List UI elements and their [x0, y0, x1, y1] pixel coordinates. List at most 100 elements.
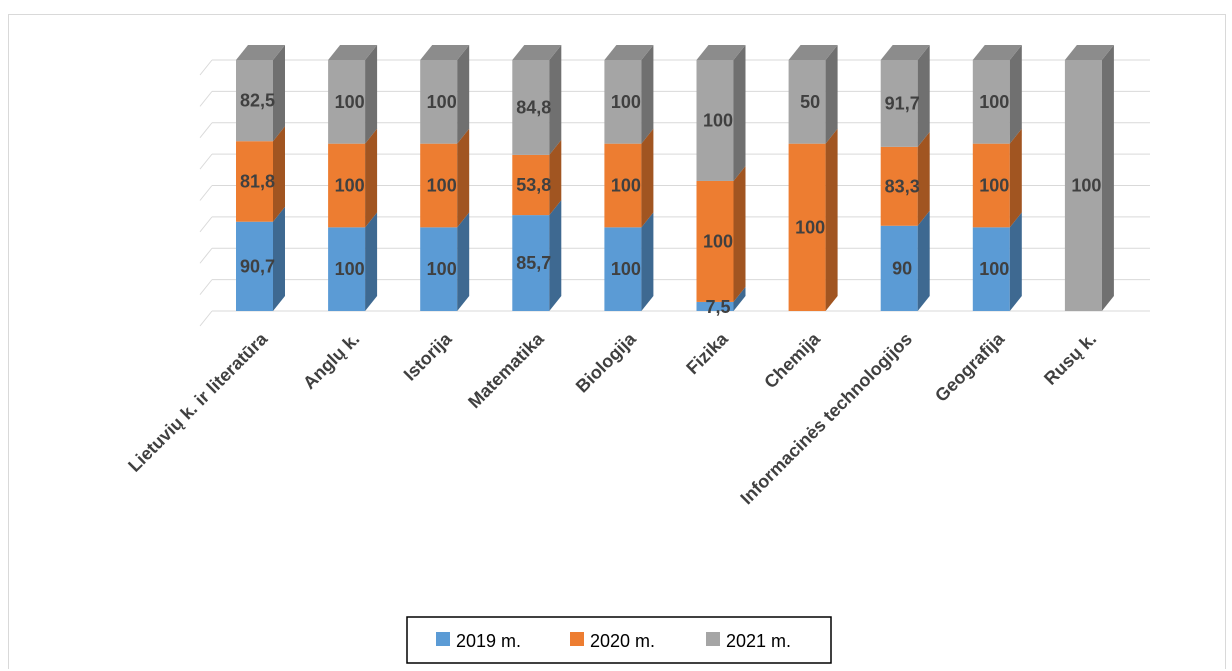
data-label: 100: [611, 92, 641, 112]
bar-front-Lietuvių k. ir literatūra: [236, 141, 273, 222]
bar-front-Informacinės technologijos: [880, 60, 918, 147]
data-label: 82,5: [240, 91, 275, 111]
bar-side-Geografija: [1009, 45, 1022, 144]
bar-front-Lietuvių k. ir literatūra: [236, 221, 273, 311]
bar-side-Geografija: [1009, 212, 1022, 311]
bar-top-Chemija: [788, 45, 838, 60]
bar-front-Fizika: [696, 60, 734, 181]
bar-side-Istorija: [457, 128, 470, 228]
data-label: 100: [703, 231, 733, 251]
bar-side-Istorija: [457, 45, 470, 144]
bar-side-Informacinės technologijos: [917, 45, 930, 147]
data-label: 100: [795, 217, 825, 237]
legend: 2019 m. 2020 m. 2021 m.: [406, 616, 832, 664]
bar-side-Matematika: [549, 45, 562, 155]
bar-top-Biologija: [604, 45, 654, 60]
data-label: 100: [427, 259, 457, 279]
bar-side-Informacinės technologijos: [917, 210, 930, 311]
data-label: 100: [979, 259, 1009, 279]
bar-top-Informacinės technologijos: [880, 45, 930, 60]
category-label: Anglų k.: [299, 329, 363, 393]
bar-top-Lietuvių k. ir literatūra: [236, 45, 285, 60]
bar-side-Rusų k.: [1101, 45, 1114, 311]
legend-swatch-2019: [436, 632, 450, 646]
bar-top-Geografija: [972, 45, 1022, 60]
gridline-diagonal: [199, 91, 213, 107]
data-labels-layer: 90,7 81,8 82,5 100 100 100 100 100 100 85,7 53,8 84…: [240, 91, 1101, 317]
data-label: 85,7: [516, 253, 551, 273]
bar-front-Lietuvių k. ir literatūra: [236, 60, 273, 142]
bar-side-Informacinės technologijos: [917, 131, 930, 226]
bar-front-Biologija: [604, 143, 642, 228]
bar-front-Biologija: [604, 60, 642, 144]
gridline-diagonal: [199, 122, 213, 139]
legend-label-2021: 2021 m.: [726, 631, 791, 651]
bar-side-Biologija: [641, 212, 654, 311]
bar-front-Matematika: [512, 215, 550, 311]
bar-top-Istorija: [420, 45, 470, 60]
data-label: 90,7: [240, 256, 275, 276]
category-label: Chemija: [760, 328, 824, 392]
bar-front-Chemija: [788, 60, 826, 144]
bar-front-Geografija: [972, 143, 1010, 228]
bar-front-Istorija: [420, 143, 458, 228]
bar-front-Geografija: [972, 227, 1010, 311]
category-label: Istorija: [400, 328, 457, 385]
bar-front-Istorija: [420, 60, 458, 144]
bar-side-Fizika: [733, 286, 746, 311]
bar-top-Matematika: [512, 45, 562, 60]
data-label: 84,8: [516, 97, 551, 117]
bar-front-Matematika: [512, 154, 550, 216]
bar-front-Anglų k.: [328, 227, 366, 311]
data-label: 100: [427, 176, 457, 196]
data-label: 100: [335, 259, 365, 279]
bar-side-Anglų k.: [365, 212, 378, 311]
bar-front-Fizika: [696, 301, 734, 311]
data-label: 50: [800, 92, 820, 112]
bar-side-Biologija: [641, 45, 654, 144]
category-label: Biologija: [572, 328, 641, 397]
bar-top-Anglų k.: [328, 45, 378, 60]
bar-front-Geografija: [972, 60, 1010, 144]
category-label: Matematika: [464, 328, 548, 412]
category-label: Fizika: [682, 328, 732, 378]
data-label: 100: [611, 176, 641, 196]
data-label: 100: [427, 92, 457, 112]
data-label: 100: [703, 110, 733, 130]
bar-front-Informacinės technologijos: [880, 225, 918, 311]
bar-side-Biologija: [641, 128, 654, 228]
data-label: 100: [335, 176, 365, 196]
legend-border: [406, 616, 832, 664]
data-label: 100: [1071, 176, 1101, 196]
bar-front-Istorija: [420, 227, 458, 311]
gridline-diagonal: [199, 216, 213, 233]
bar-side-Matematika: [549, 200, 562, 311]
bar-front-Matematika: [512, 60, 550, 155]
data-label: 81,8: [240, 171, 275, 191]
bar-top-Rusų k.: [1064, 45, 1114, 60]
bar-front-Anglų k.: [328, 143, 366, 228]
bar-side-Fizika: [733, 45, 746, 181]
bar-front-Biologija: [604, 227, 642, 311]
gridline-diagonal: [199, 185, 213, 201]
bar-side-Lietuvių k. ir literatūra: [273, 45, 285, 142]
chart-frame: [8, 14, 1226, 669]
data-label: 7,5: [705, 297, 730, 317]
category-label: Geografija: [931, 328, 1009, 406]
data-label: 100: [979, 176, 1009, 196]
bar-side-Geografija: [1009, 128, 1022, 228]
category-label: Rusų k.: [1040, 329, 1100, 389]
legend-label-2019: 2019 m.: [456, 631, 521, 651]
data-label: 91,7: [885, 93, 920, 113]
legend-swatch-2020: [570, 632, 584, 646]
bar-top-Fizika: [696, 45, 746, 60]
bar-side-Anglų k.: [365, 45, 378, 144]
gridline-diagonal: [199, 59, 213, 76]
bars-layer: [236, 45, 1114, 311]
bar-front-Rusų k.: [1064, 60, 1102, 311]
bar-front-Fizika: [696, 180, 734, 302]
category-label: Informacinės technologijos: [736, 329, 916, 509]
data-label: 53,8: [516, 175, 551, 195]
category-label: Lietuvių k. ir literatūra: [124, 328, 272, 476]
